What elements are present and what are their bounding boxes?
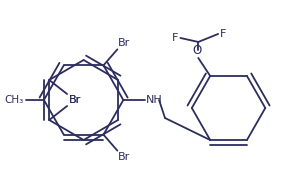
Text: O: O (193, 44, 202, 57)
Text: Br: Br (118, 38, 131, 48)
Text: CH₃: CH₃ (5, 95, 24, 105)
Text: F: F (220, 29, 226, 39)
Text: F: F (172, 33, 178, 43)
Text: NH: NH (146, 95, 163, 105)
Text: Br: Br (69, 95, 81, 105)
Text: Br: Br (69, 95, 81, 105)
Text: Br: Br (118, 152, 131, 162)
